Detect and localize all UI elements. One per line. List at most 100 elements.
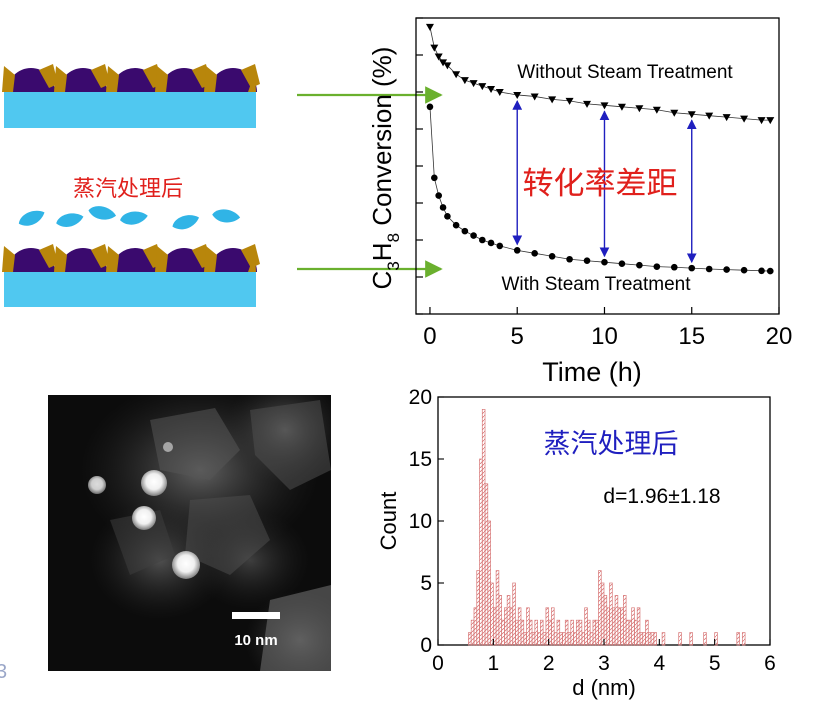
- steam-treatment-label: 蒸汽处理后: [73, 177, 183, 202]
- histogram-steam-label: 蒸汽处理后: [544, 429, 679, 460]
- histogram-bar: [736, 632, 740, 646]
- histogram-bar: [603, 595, 608, 646]
- histogram-bar: [606, 607, 610, 646]
- histogram-bar: [526, 607, 530, 646]
- histogram-x-axis-label: d (nm): [572, 675, 636, 700]
- data-point-with-steam: [431, 174, 438, 182]
- data-point-without-steam: [530, 93, 539, 101]
- data-point-with-steam: [435, 192, 442, 199]
- histogram-bar: [650, 632, 655, 646]
- histogram-bar: [551, 607, 555, 646]
- data-point-with-steam: [461, 227, 469, 235]
- conversion-series-markers: [425, 23, 775, 275]
- histogram-bar: [587, 619, 591, 646]
- histogram-bar: [542, 632, 547, 646]
- data-point-with-steam: [513, 247, 521, 254]
- histogram-bar: [741, 632, 746, 646]
- series-label-with-steam: With Steam Treatment: [501, 274, 691, 295]
- oxide-overlayer: [54, 246, 67, 272]
- data-point-with-steam: [705, 265, 713, 273]
- histogram-bar: [564, 619, 569, 646]
- conversion-x-axis-label: Time (h): [542, 357, 642, 387]
- oxide-overlayer: [155, 246, 168, 272]
- histogram-bar: [636, 607, 641, 646]
- scale-bar-label: 10 nm: [234, 632, 277, 649]
- histogram-bar: [512, 582, 516, 646]
- nanoparticle: [163, 442, 173, 452]
- data-point-with-steam: [496, 242, 504, 250]
- conversion-y-axis-label: C3H8 Conversion (%): [367, 47, 403, 290]
- data-point-without-steam: [548, 96, 557, 104]
- catalyst-schematic-untreated: [2, 64, 260, 128]
- oxide-overlayer: [91, 64, 110, 88]
- histogram-bar: [470, 619, 475, 646]
- histogram-bar: [556, 619, 561, 646]
- histogram-bar: [479, 458, 483, 646]
- histogram-bar: [623, 595, 627, 646]
- data-point-without-steam: [478, 83, 487, 91]
- histogram-bar: [584, 607, 588, 646]
- histogram-bar: [589, 632, 594, 646]
- data-point-without-steam: [513, 91, 522, 99]
- ylabel-c: C: [367, 271, 397, 290]
- histogram-bar: [504, 607, 508, 646]
- histogram-bar: [661, 632, 666, 646]
- data-point-without-steam: [434, 53, 443, 61]
- x-tick-label: 5: [709, 652, 721, 675]
- oxide-overlayer: [106, 66, 119, 92]
- data-point-without-steam: [652, 106, 661, 114]
- data-point-without-steam: [487, 86, 496, 94]
- data-point-without-steam: [617, 103, 626, 111]
- data-point-without-steam: [687, 111, 696, 119]
- steam-droplets: [18, 206, 241, 230]
- histogram-bar: [520, 619, 525, 646]
- histogram-bar: [562, 632, 566, 646]
- histogram-mean-size: d=1.96±1.18: [603, 485, 720, 508]
- histogram-bar: [642, 632, 646, 646]
- data-point-without-steam: [430, 44, 439, 52]
- histogram-bar: [553, 632, 558, 646]
- steam-droplet: [56, 213, 84, 227]
- histogram-bar: [592, 619, 597, 646]
- histogram-bar: [509, 607, 514, 646]
- y-tick-label: 5: [420, 572, 432, 595]
- data-point-with-steam: [723, 266, 730, 273]
- data-point-with-steam: [740, 266, 748, 274]
- histogram-bar: [484, 483, 489, 646]
- data-point-with-steam: [479, 236, 486, 244]
- x-tick-label: 1: [487, 652, 499, 675]
- histogram-bar: [537, 632, 541, 646]
- histogram-bar: [495, 570, 500, 646]
- ylabel-h: H: [367, 242, 397, 261]
- oxide-overlayer: [54, 66, 67, 92]
- tem-image: 10 nm: [48, 395, 331, 671]
- catalyst-schematic-steamed: 蒸汽处理后: [2, 177, 260, 307]
- data-point-without-steam: [460, 77, 469, 85]
- nanoparticle: [172, 551, 200, 579]
- ylabel-c-sub: 3: [384, 261, 403, 270]
- oxide-overlayer: [91, 244, 110, 268]
- y-tick-label: 15: [409, 448, 432, 471]
- histogram-bar: [703, 632, 707, 646]
- histogram-bar: [678, 632, 682, 646]
- data-point-with-steam: [531, 250, 538, 257]
- histogram-bar: [628, 619, 633, 646]
- x-tick-label: 10: [591, 323, 618, 350]
- data-point-without-steam: [495, 89, 504, 96]
- oxide-overlayer: [39, 244, 58, 268]
- series-label-without-steam: Without Steam Treatment: [517, 62, 733, 83]
- nanoparticle: [132, 506, 156, 530]
- histogram-bar: [617, 607, 621, 646]
- histogram-bar: [559, 632, 563, 646]
- data-point-with-steam: [548, 252, 556, 260]
- histogram-bar: [714, 632, 718, 646]
- histogram-bar: [631, 607, 635, 646]
- steam-droplet: [212, 209, 241, 223]
- data-point-with-steam: [566, 255, 573, 263]
- histogram-y-axis-label: Count: [376, 492, 401, 551]
- histogram-bar: [595, 619, 599, 646]
- histogram-bar: [570, 619, 574, 646]
- data-point-without-steam: [600, 102, 609, 110]
- oxide-overlayer: [106, 246, 119, 272]
- conversion-gap-arrows: [512, 99, 697, 264]
